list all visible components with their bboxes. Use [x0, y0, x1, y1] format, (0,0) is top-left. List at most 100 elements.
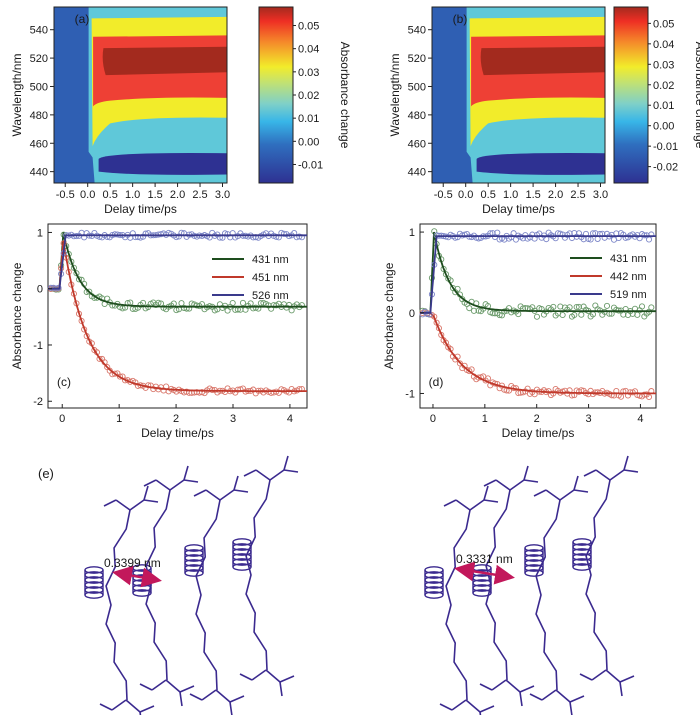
legend-entry: 519 nm — [610, 289, 647, 301]
data-point — [145, 382, 152, 389]
bond — [495, 479, 511, 491]
bond — [623, 455, 629, 471]
x-tick-label: 1.5 — [147, 189, 162, 201]
data-point — [550, 303, 557, 310]
bond — [451, 699, 467, 711]
bond — [583, 469, 597, 477]
fit-line — [420, 231, 656, 314]
bond — [605, 669, 621, 683]
y-axis-label: Absorbance change — [382, 262, 396, 369]
data-point — [296, 233, 303, 240]
x-tick-label: -0.5 — [434, 189, 453, 201]
bond — [189, 693, 203, 701]
bond — [569, 701, 573, 715]
bond — [491, 679, 507, 691]
heatmap-region-negative — [476, 152, 605, 175]
bond — [509, 479, 525, 491]
x-axis-label: Delay time/ps — [502, 426, 575, 440]
bond — [143, 485, 149, 501]
data-point — [470, 307, 477, 314]
bond — [455, 499, 471, 511]
colorbar-tick-label: 0.04 — [653, 39, 674, 51]
bond — [229, 695, 245, 703]
x-tick-label: 2 — [534, 413, 540, 425]
y-tick-label: -1 — [405, 388, 415, 400]
fit-line — [48, 240, 307, 392]
backbone-chain — [445, 509, 471, 701]
bond — [541, 689, 557, 701]
backbone-chain — [245, 479, 271, 671]
data-point — [452, 234, 459, 241]
x-tick-label: 0 — [430, 413, 436, 425]
x-tick-label: 3 — [230, 413, 236, 425]
bond — [623, 469, 639, 473]
panel-label: (c) — [57, 375, 71, 389]
bond — [165, 679, 181, 693]
data-point — [116, 373, 124, 380]
y-tick-label: 0 — [37, 284, 43, 296]
data-point — [178, 300, 185, 307]
bond — [469, 499, 485, 511]
x-tick-label: 1.5 — [525, 189, 540, 201]
data-point — [573, 303, 580, 311]
bond — [465, 699, 481, 713]
distance-arrow-left — [112, 565, 162, 588]
panel-a-heatmap: -0.5 0.0 0.5 1.0 1.5 2.0 2.5 3.0 440 460 480 500 520… — [10, 6, 352, 216]
x-tick-label: 2.0 — [548, 189, 563, 201]
data-point — [575, 303, 583, 310]
data-point — [86, 288, 93, 295]
distance-label-right: 0.3331 nm — [456, 552, 513, 566]
bond — [519, 691, 523, 707]
colorbar-tick-label: -0.02 — [653, 162, 678, 174]
bond — [125, 699, 141, 713]
bond — [579, 673, 593, 681]
data-point — [466, 305, 473, 312]
x-tick-label: 3 — [586, 413, 592, 425]
bond — [265, 669, 281, 683]
data-point — [641, 391, 648, 398]
bond — [443, 499, 457, 507]
x-tick-label: 0.0 — [80, 189, 95, 201]
y-tick-label: 520 — [30, 53, 48, 65]
bond — [545, 489, 561, 501]
y-tick-label: 460 — [408, 138, 426, 150]
bond — [139, 711, 142, 715]
bond — [283, 469, 299, 473]
bond — [151, 679, 167, 691]
legend-entry: 442 nm — [610, 271, 647, 283]
y-tick-label: 500 — [30, 81, 48, 93]
data-point — [648, 231, 655, 238]
backbone-chain — [195, 499, 221, 691]
data-point — [273, 233, 280, 240]
data-point — [578, 311, 585, 318]
bond — [533, 489, 547, 497]
data-point — [424, 310, 431, 318]
colorbar-tick-label: 0.01 — [298, 113, 319, 125]
panel-c-kinetics: 431 nm 451 nm 526 nm 0 1 2 3 4 -2 -1 0 1 Delay time/… — [10, 223, 308, 440]
bond — [483, 485, 489, 501]
data-point — [239, 299, 247, 306]
plot-frame — [419, 223, 657, 409]
fit-line — [48, 234, 307, 290]
data-point — [280, 230, 287, 237]
bond — [479, 705, 495, 713]
bond — [523, 465, 529, 481]
bond — [483, 479, 497, 487]
panel-e-label: (e) — [38, 466, 54, 481]
colorbar — [613, 6, 649, 184]
bond — [523, 479, 539, 483]
x-tick-label: 2.0 — [170, 189, 185, 201]
data-point — [442, 339, 449, 346]
y-tick-label: 540 — [408, 25, 426, 37]
bond — [479, 683, 493, 691]
bond — [155, 479, 171, 491]
colorbar-tick-label: 0.04 — [298, 44, 319, 56]
panel-d-kinetics: 431 nm 442 nm 519 nm 0 1 2 3 4 -1 0 1 Delay time/ps… — [382, 223, 657, 440]
y-tick-label: 480 — [408, 110, 426, 122]
colorbar-tick-label: -0.01 — [298, 159, 323, 171]
x-tick-label: 2.5 — [192, 189, 207, 201]
bond — [193, 489, 207, 497]
data-point — [155, 299, 162, 306]
data-point — [252, 304, 259, 311]
bond — [243, 469, 257, 477]
